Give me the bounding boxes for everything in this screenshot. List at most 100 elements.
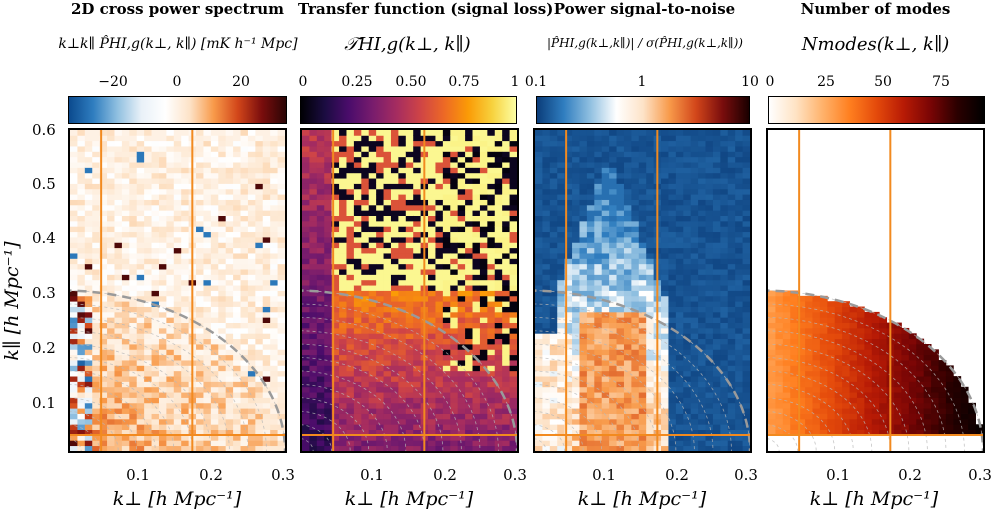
heatmap-cell: [398, 408, 407, 414]
heatmap-cell: [121, 274, 130, 281]
heatmap-cell: [218, 204, 227, 211]
heatmap-cell: [233, 279, 241, 286]
heatmap-cell: [586, 220, 595, 227]
heatmap-cell: [586, 440, 595, 447]
heatmap-cell: [494, 349, 503, 356]
heatmap-cell: [564, 370, 573, 377]
heatmap-cell: [309, 434, 318, 441]
heatmap-cell: [479, 295, 488, 302]
heatmap-cell: [262, 306, 271, 313]
heatmap-cell: [502, 301, 510, 307]
heatmap-cell: [428, 392, 436, 398]
heatmap-cell: [646, 344, 655, 350]
heatmap-cell: [277, 376, 285, 382]
heatmap-cell: [240, 194, 249, 200]
heatmap-cell: [196, 413, 204, 420]
heatmap-cell: [623, 285, 632, 291]
heatmap-cell: [114, 290, 123, 297]
heatmap-cell: [70, 376, 78, 382]
heatmap-cell: [339, 295, 347, 302]
heatmap-cell: [616, 333, 625, 340]
heatmap-cell: [368, 445, 377, 451]
heatmap-cell: [549, 360, 558, 366]
heatmap-cell: [114, 188, 123, 195]
heatmap-cell: [210, 418, 219, 425]
heatmap-cell: [316, 204, 325, 211]
heatmap-cell: [383, 140, 392, 147]
heatmap-cell: [450, 285, 459, 291]
heatmap-cell: [361, 178, 370, 184]
heatmap-cell: [107, 253, 115, 259]
heatmap-cell: [450, 162, 459, 168]
colorbar-label-transfer-function: 𝒯HI,g(k⊥, k∥): [344, 34, 471, 55]
heatmap-cell: [368, 397, 377, 404]
heatmap-cell: [129, 333, 138, 340]
heatmap-cell: [472, 418, 481, 425]
heatmap-cell: [698, 135, 706, 142]
heatmap-cell: [594, 408, 603, 414]
heatmap-cell: [247, 360, 256, 366]
heatmap-cell: [353, 242, 362, 249]
heatmap-cell: [661, 263, 669, 270]
heatmap-cell: [631, 146, 640, 152]
heatmap-cell: [572, 226, 580, 233]
heatmap-cell: [668, 237, 677, 243]
heatmap-cell: [494, 162, 503, 168]
heatmap-cell: [70, 338, 78, 345]
heatmap-cell: [442, 424, 451, 430]
heatmap-cell: [405, 413, 414, 420]
heatmap-cell: [203, 413, 212, 420]
heatmap-cell: [661, 360, 669, 366]
heatmap-cell: [383, 333, 392, 340]
heatmap-cell: [609, 311, 617, 318]
heatmap-cell: [535, 151, 543, 158]
heatmap-cell: [262, 285, 271, 291]
heatmap-cell: [472, 188, 481, 195]
heatmap-cell: [572, 183, 580, 190]
heatmap-cell: [549, 349, 558, 356]
heatmap-cell: [353, 210, 362, 216]
heatmap-cell: [114, 247, 123, 254]
heatmap-cell: [114, 376, 123, 382]
heatmap-cell: [233, 386, 241, 393]
heatmap-cell: [542, 178, 551, 184]
heatmap-cell: [240, 333, 249, 340]
heatmap-cell: [353, 226, 362, 233]
heatmap-cell: [638, 226, 647, 233]
heatmap-cell: [136, 402, 145, 409]
heatmap-cell: [428, 140, 436, 147]
heatmap-cell: [631, 269, 640, 275]
heatmap-cell: [564, 349, 573, 356]
heatmap-cell: [368, 274, 377, 281]
heatmap-cell: [661, 279, 669, 286]
heatmap-cell: [173, 204, 182, 211]
heatmap-cell: [339, 306, 347, 313]
heatmap-cell: [331, 231, 340, 238]
heatmap-cell: [181, 349, 190, 356]
heatmap-cell: [129, 279, 138, 286]
heatmap-cell: [549, 445, 558, 451]
heatmap-cell: [210, 381, 219, 388]
heatmap-cell: [302, 151, 310, 158]
heatmap-cell: [181, 344, 190, 350]
heatmap-cell: [457, 295, 466, 302]
heatmap-cell: [668, 135, 677, 142]
heatmap-cell: [158, 290, 167, 297]
heatmap-cell: [623, 338, 632, 345]
heatmap-cell: [302, 156, 310, 163]
heatmap-cell: [84, 344, 93, 350]
heatmap-cell: [465, 311, 473, 318]
heatmap-cell: [450, 360, 459, 366]
heatmap-cell: [631, 226, 640, 233]
heatmap-cell: [225, 440, 234, 447]
heatmap-cell: [331, 290, 340, 297]
heatmap-cell: [196, 429, 204, 436]
heatmap-cell: [346, 220, 355, 227]
heatmap-cell: [166, 215, 175, 222]
heatmap-cell: [579, 381, 588, 388]
heatmap-cell: [631, 386, 640, 393]
heatmap-cell: [509, 354, 517, 361]
heatmap-cell: [240, 445, 249, 451]
heatmap-cell: [638, 295, 647, 302]
heatmap-cell: [92, 140, 101, 147]
